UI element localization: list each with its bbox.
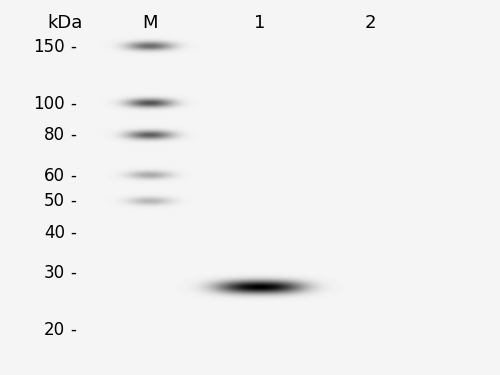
Text: 30: 30 <box>44 264 65 282</box>
Text: 80: 80 <box>44 126 65 144</box>
Text: -: - <box>70 264 76 282</box>
Text: -: - <box>70 126 76 144</box>
Text: 60: 60 <box>44 166 65 184</box>
Text: -: - <box>70 38 76 56</box>
Text: 100: 100 <box>34 94 65 112</box>
Text: 150: 150 <box>34 38 65 56</box>
Text: -: - <box>70 94 76 112</box>
Text: -: - <box>70 192 76 210</box>
Text: -: - <box>70 321 76 339</box>
Text: 20: 20 <box>44 321 65 339</box>
Text: 1: 1 <box>254 13 266 32</box>
Text: 40: 40 <box>44 224 65 242</box>
Text: 50: 50 <box>44 192 65 210</box>
Text: 2: 2 <box>364 13 376 32</box>
Text: M: M <box>142 13 158 32</box>
Text: kDa: kDa <box>48 13 82 32</box>
Text: -: - <box>70 224 76 242</box>
Text: -: - <box>70 166 76 184</box>
